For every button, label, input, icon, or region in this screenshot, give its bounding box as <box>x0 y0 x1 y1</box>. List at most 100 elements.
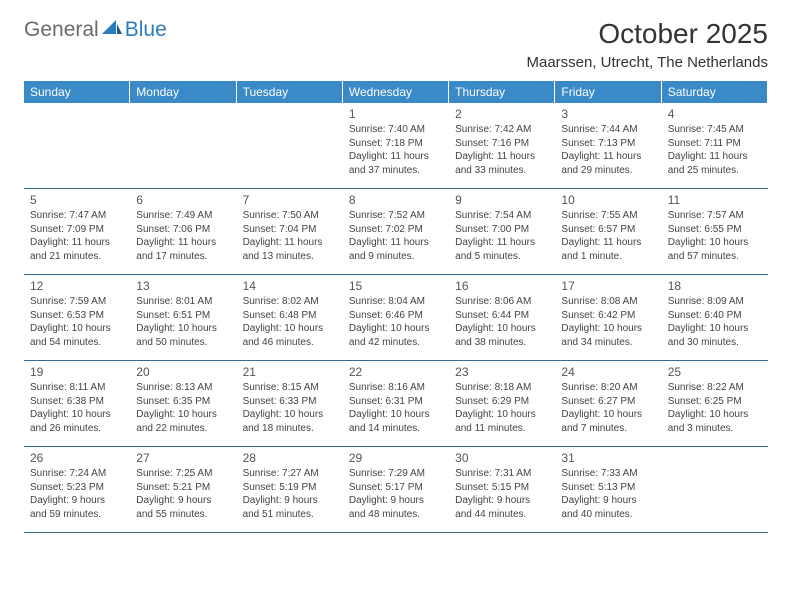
daylight-text: Daylight: 11 hours and 37 minutes. <box>349 150 443 177</box>
sunset-text: Sunset: 7:06 PM <box>136 223 230 237</box>
daylight-text: Daylight: 10 hours and 11 minutes. <box>455 408 549 435</box>
day-cell: 21Sunrise: 8:15 AMSunset: 6:33 PMDayligh… <box>237 361 343 447</box>
weekday-header: Wednesday <box>343 81 449 103</box>
day-cell: 7Sunrise: 7:50 AMSunset: 7:04 PMDaylight… <box>237 189 343 275</box>
daylight-text: Daylight: 10 hours and 50 minutes. <box>136 322 230 349</box>
sunrise-text: Sunrise: 7:27 AM <box>243 467 337 481</box>
sunset-text: Sunset: 7:09 PM <box>30 223 124 237</box>
day-cell: 10Sunrise: 7:55 AMSunset: 6:57 PMDayligh… <box>555 189 661 275</box>
header: General Blue October 2025 Maarssen, Utre… <box>24 18 768 71</box>
sunset-text: Sunset: 6:42 PM <box>561 309 655 323</box>
sunset-text: Sunset: 7:13 PM <box>561 137 655 151</box>
day-number: 19 <box>30 364 124 380</box>
sunset-text: Sunset: 5:17 PM <box>349 481 443 495</box>
day-cell: 11Sunrise: 7:57 AMSunset: 6:55 PMDayligh… <box>662 189 768 275</box>
sunset-text: Sunset: 5:21 PM <box>136 481 230 495</box>
sunrise-text: Sunrise: 7:47 AM <box>30 209 124 223</box>
day-number: 26 <box>30 450 124 466</box>
day-number: 16 <box>455 278 549 294</box>
sunrise-text: Sunrise: 8:04 AM <box>349 295 443 309</box>
sunrise-text: Sunrise: 8:08 AM <box>561 295 655 309</box>
calendar-grid: SundayMondayTuesdayWednesdayThursdayFrid… <box>24 81 768 533</box>
daylight-text: Daylight: 11 hours and 5 minutes. <box>455 236 549 263</box>
day-cell: 30Sunrise: 7:31 AMSunset: 5:15 PMDayligh… <box>449 447 555 533</box>
daylight-text: Daylight: 11 hours and 17 minutes. <box>136 236 230 263</box>
daylight-text: Daylight: 10 hours and 26 minutes. <box>30 408 124 435</box>
day-number: 20 <box>136 364 230 380</box>
sunset-text: Sunset: 6:38 PM <box>30 395 124 409</box>
sunset-text: Sunset: 6:53 PM <box>30 309 124 323</box>
day-cell: 9Sunrise: 7:54 AMSunset: 7:00 PMDaylight… <box>449 189 555 275</box>
sunrise-text: Sunrise: 8:01 AM <box>136 295 230 309</box>
empty-cell <box>24 103 130 189</box>
day-cell: 5Sunrise: 7:47 AMSunset: 7:09 PMDaylight… <box>24 189 130 275</box>
month-title: October 2025 <box>526 18 768 50</box>
day-cell: 17Sunrise: 8:08 AMSunset: 6:42 PMDayligh… <box>555 275 661 361</box>
sunrise-text: Sunrise: 7:24 AM <box>30 467 124 481</box>
daylight-text: Daylight: 10 hours and 34 minutes. <box>561 322 655 349</box>
logo-word2: Blue <box>125 18 167 42</box>
day-cell: 18Sunrise: 8:09 AMSunset: 6:40 PMDayligh… <box>662 275 768 361</box>
day-number: 18 <box>668 278 762 294</box>
day-cell: 20Sunrise: 8:13 AMSunset: 6:35 PMDayligh… <box>130 361 236 447</box>
day-number: 24 <box>561 364 655 380</box>
day-cell: 13Sunrise: 8:01 AMSunset: 6:51 PMDayligh… <box>130 275 236 361</box>
sunset-text: Sunset: 5:13 PM <box>561 481 655 495</box>
location: Maarssen, Utrecht, The Netherlands <box>526 54 768 71</box>
day-cell: 15Sunrise: 8:04 AMSunset: 6:46 PMDayligh… <box>343 275 449 361</box>
day-number: 4 <box>668 106 762 122</box>
title-block: October 2025 Maarssen, Utrecht, The Neth… <box>526 18 768 71</box>
day-number: 9 <box>455 192 549 208</box>
sunrise-text: Sunrise: 8:22 AM <box>668 381 762 395</box>
sunrise-text: Sunrise: 8:02 AM <box>243 295 337 309</box>
day-cell: 25Sunrise: 8:22 AMSunset: 6:25 PMDayligh… <box>662 361 768 447</box>
day-number: 12 <box>30 278 124 294</box>
daylight-text: Daylight: 11 hours and 1 minute. <box>561 236 655 263</box>
sunrise-text: Sunrise: 7:40 AM <box>349 123 443 137</box>
logo-sail-icon <box>102 20 122 41</box>
daylight-text: Daylight: 11 hours and 25 minutes. <box>668 150 762 177</box>
daylight-text: Daylight: 10 hours and 7 minutes. <box>561 408 655 435</box>
day-cell: 4Sunrise: 7:45 AMSunset: 7:11 PMDaylight… <box>662 103 768 189</box>
daylight-text: Daylight: 10 hours and 14 minutes. <box>349 408 443 435</box>
day-number: 7 <box>243 192 337 208</box>
day-cell: 19Sunrise: 8:11 AMSunset: 6:38 PMDayligh… <box>24 361 130 447</box>
sunset-text: Sunset: 6:29 PM <box>455 395 549 409</box>
day-number: 1 <box>349 106 443 122</box>
day-number: 15 <box>349 278 443 294</box>
sunset-text: Sunset: 7:04 PM <box>243 223 337 237</box>
sunset-text: Sunset: 6:31 PM <box>349 395 443 409</box>
sunset-text: Sunset: 6:27 PM <box>561 395 655 409</box>
weekday-header: Tuesday <box>237 81 343 103</box>
sunrise-text: Sunrise: 7:50 AM <box>243 209 337 223</box>
sunset-text: Sunset: 7:02 PM <box>349 223 443 237</box>
daylight-text: Daylight: 9 hours and 55 minutes. <box>136 494 230 521</box>
sunset-text: Sunset: 5:19 PM <box>243 481 337 495</box>
day-number: 23 <box>455 364 549 380</box>
sunset-text: Sunset: 6:33 PM <box>243 395 337 409</box>
day-number: 2 <box>455 106 549 122</box>
daylight-text: Daylight: 9 hours and 59 minutes. <box>30 494 124 521</box>
sunset-text: Sunset: 6:46 PM <box>349 309 443 323</box>
day-number: 17 <box>561 278 655 294</box>
day-cell: 2Sunrise: 7:42 AMSunset: 7:16 PMDaylight… <box>449 103 555 189</box>
daylight-text: Daylight: 10 hours and 57 minutes. <box>668 236 762 263</box>
sunset-text: Sunset: 6:51 PM <box>136 309 230 323</box>
sunset-text: Sunset: 7:00 PM <box>455 223 549 237</box>
sunrise-text: Sunrise: 8:09 AM <box>668 295 762 309</box>
sunrise-text: Sunrise: 8:15 AM <box>243 381 337 395</box>
day-number: 27 <box>136 450 230 466</box>
sunrise-text: Sunrise: 8:13 AM <box>136 381 230 395</box>
daylight-text: Daylight: 10 hours and 38 minutes. <box>455 322 549 349</box>
weekday-header: Friday <box>555 81 661 103</box>
day-number: 5 <box>30 192 124 208</box>
sunset-text: Sunset: 6:48 PM <box>243 309 337 323</box>
sunrise-text: Sunrise: 7:55 AM <box>561 209 655 223</box>
sunrise-text: Sunrise: 7:31 AM <box>455 467 549 481</box>
day-number: 10 <box>561 192 655 208</box>
sunrise-text: Sunrise: 8:11 AM <box>30 381 124 395</box>
sunset-text: Sunset: 6:55 PM <box>668 223 762 237</box>
empty-cell <box>662 447 768 533</box>
daylight-text: Daylight: 9 hours and 51 minutes. <box>243 494 337 521</box>
day-cell: 28Sunrise: 7:27 AMSunset: 5:19 PMDayligh… <box>237 447 343 533</box>
